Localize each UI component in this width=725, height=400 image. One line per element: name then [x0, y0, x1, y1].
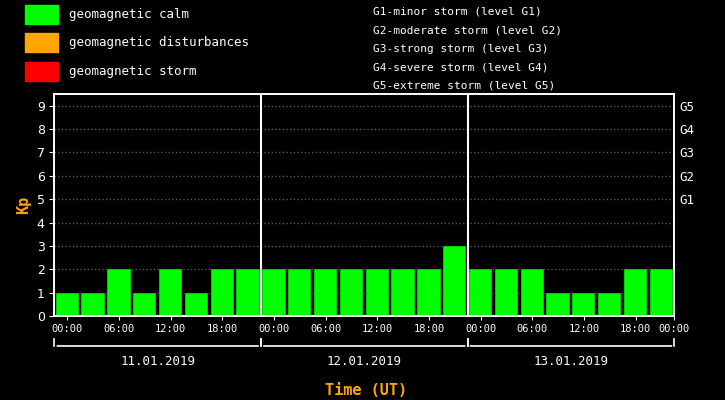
Bar	[133, 293, 157, 316]
Text: 11.01.2019: 11.01.2019	[120, 355, 195, 368]
Bar	[185, 293, 208, 316]
Bar	[624, 269, 647, 316]
Bar	[443, 246, 466, 316]
Text: geomagnetic storm: geomagnetic storm	[69, 64, 196, 78]
Bar	[650, 269, 673, 316]
Bar	[81, 293, 104, 316]
Bar	[288, 269, 311, 316]
Text: G4-severe storm (level G4): G4-severe storm (level G4)	[373, 62, 549, 72]
Bar	[262, 269, 286, 316]
Bar	[547, 293, 570, 316]
Bar	[159, 269, 182, 316]
Text: G5-extreme storm (level G5): G5-extreme storm (level G5)	[373, 80, 555, 90]
Text: G3-strong storm (level G3): G3-strong storm (level G3)	[373, 44, 549, 54]
Bar	[236, 269, 260, 316]
Bar	[521, 269, 544, 316]
Bar	[598, 293, 621, 316]
Bar	[314, 269, 337, 316]
Bar	[365, 269, 389, 316]
Text: 13.01.2019: 13.01.2019	[534, 355, 608, 368]
Text: geomagnetic calm: geomagnetic calm	[69, 8, 189, 21]
Bar	[572, 293, 595, 316]
Bar	[494, 269, 518, 316]
Y-axis label: Kp: Kp	[16, 196, 31, 214]
Text: G2-moderate storm (level G2): G2-moderate storm (level G2)	[373, 25, 562, 35]
FancyBboxPatch shape	[25, 62, 58, 80]
Bar	[56, 293, 79, 316]
Bar	[211, 269, 234, 316]
FancyBboxPatch shape	[25, 5, 58, 24]
Bar	[418, 269, 441, 316]
Bar	[340, 269, 363, 316]
Bar	[107, 269, 130, 316]
Bar	[469, 269, 492, 316]
Bar	[392, 269, 415, 316]
Text: 12.01.2019: 12.01.2019	[327, 355, 402, 368]
Text: Time (UT): Time (UT)	[325, 383, 407, 398]
Text: G1-minor storm (level G1): G1-minor storm (level G1)	[373, 6, 542, 16]
Text: geomagnetic disturbances: geomagnetic disturbances	[69, 36, 249, 49]
FancyBboxPatch shape	[25, 33, 58, 52]
